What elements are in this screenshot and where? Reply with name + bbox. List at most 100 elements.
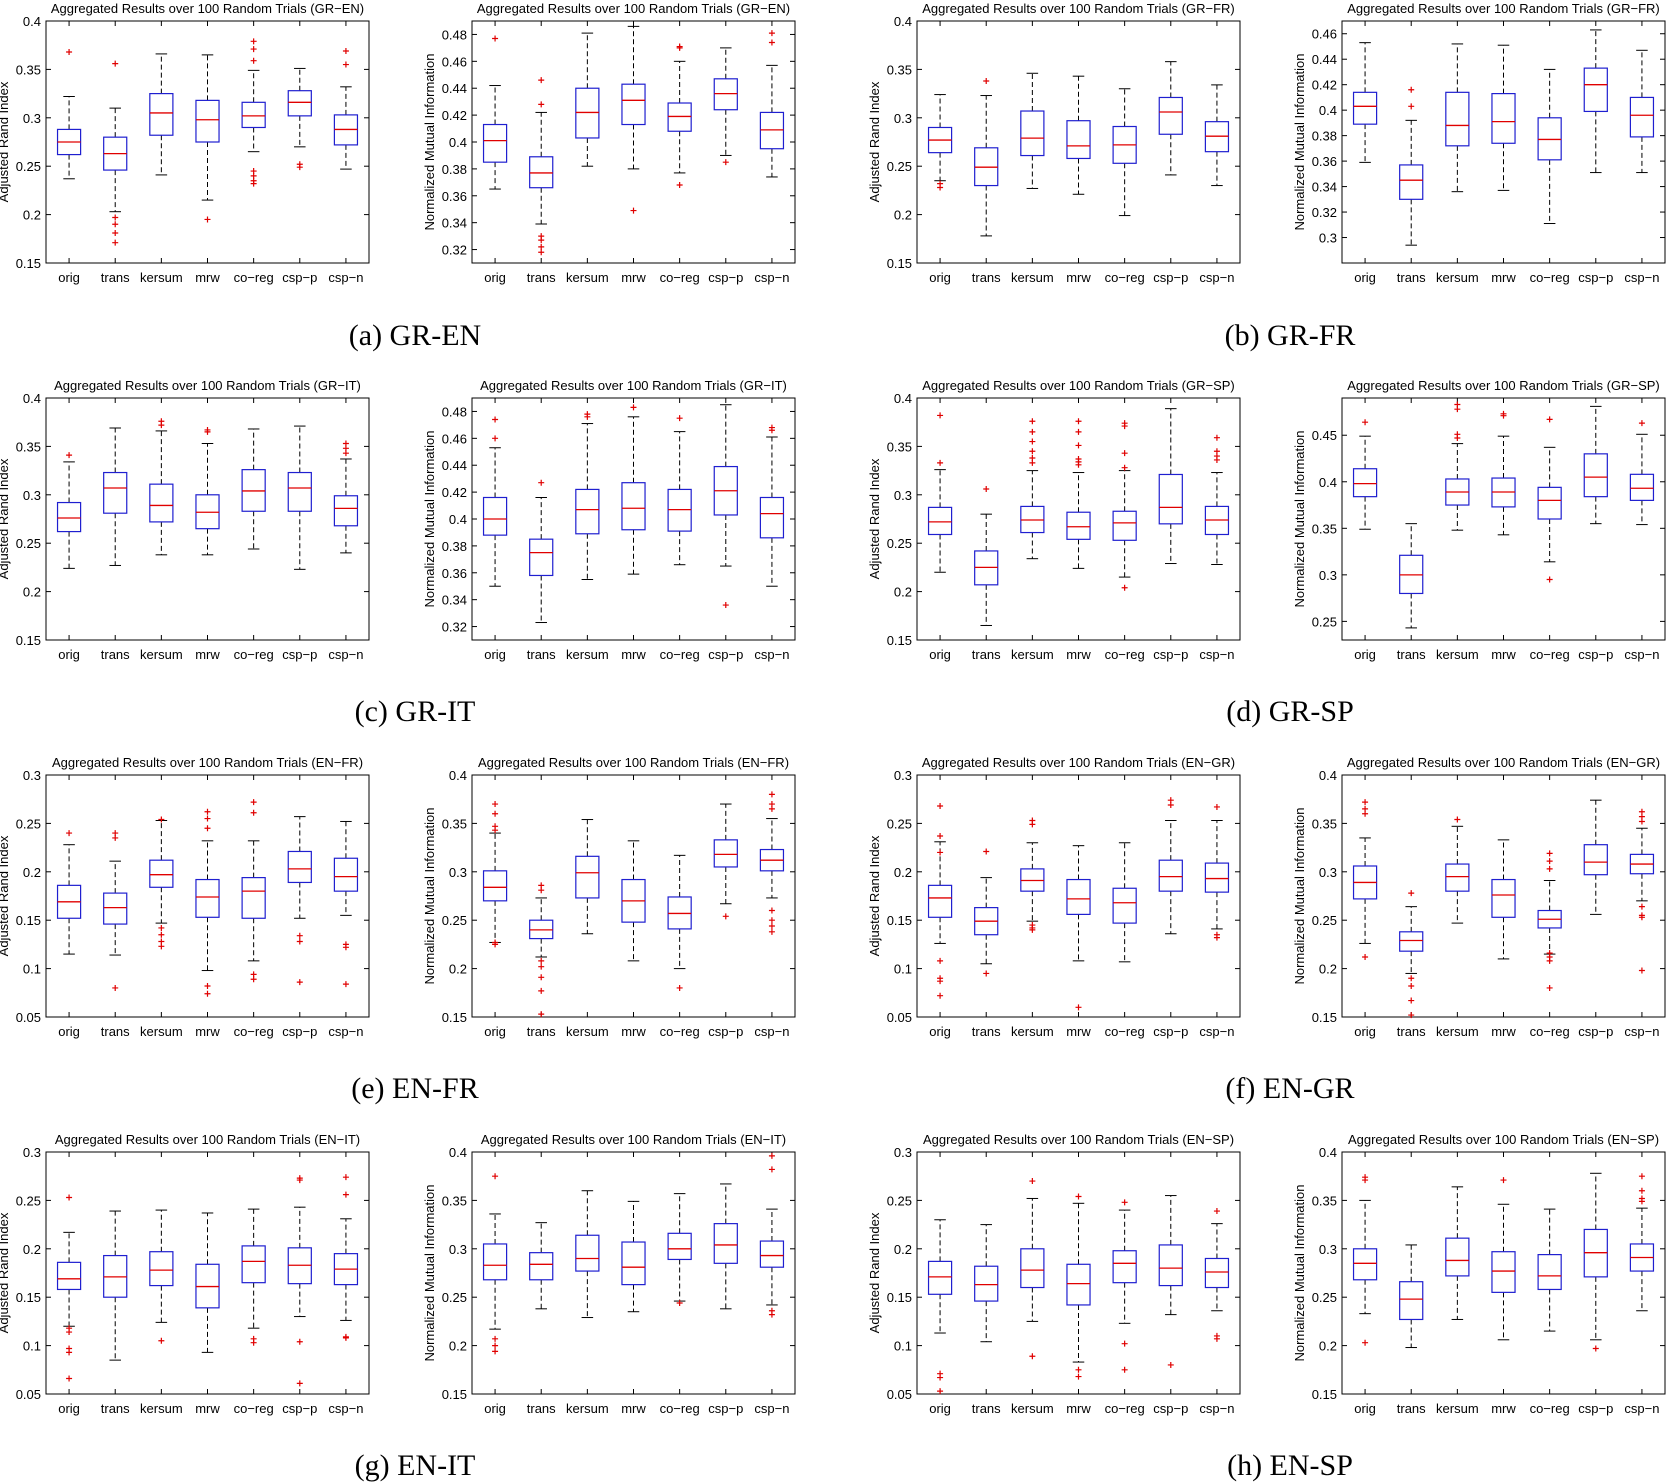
outlier-point (1408, 997, 1415, 1004)
subfigure-caption: (b) GR-FR (1225, 319, 1356, 352)
x-tick-label: co−reg (660, 647, 700, 662)
box-orig (927, 412, 953, 573)
outlier-point (538, 963, 545, 970)
x-tick-label: trans (972, 647, 1001, 662)
iqr-box (575, 488, 600, 535)
x-tick-label: mrw (195, 647, 220, 662)
outlier-point (768, 791, 775, 798)
outlier-point (66, 1194, 73, 1201)
outlier-point (492, 435, 499, 442)
y-tick-label: 0.4 (1319, 103, 1337, 118)
x-tick-label: orig (58, 270, 80, 285)
outlier-point (1121, 464, 1128, 471)
outlier-point (937, 412, 944, 419)
y-tick-label: 0.15 (16, 256, 41, 271)
x-tick-label: csp−p (282, 1401, 317, 1416)
y-tick-label: 0.38 (442, 539, 467, 554)
box-coreg (667, 1193, 692, 1307)
iqr-box (482, 123, 508, 163)
outlier-point (158, 422, 165, 429)
box-orig (1352, 419, 1378, 530)
box-orig (56, 48, 82, 180)
outlier-point (937, 849, 944, 856)
plot-frame (916, 20, 1241, 264)
iqr-box (149, 483, 174, 523)
outlier-point (342, 48, 349, 55)
y-tick-label: 0.2 (449, 1339, 467, 1354)
y-tick-label: 0.36 (442, 189, 467, 204)
y-tick-label: 0.25 (887, 1193, 912, 1208)
x-tick-label: mrw (621, 1024, 646, 1039)
chart-title: Aggregated Results over 100 Random Trial… (922, 755, 1235, 770)
x-tick-label: csp−p (1153, 1401, 1188, 1416)
x-tick-label: co−reg (1530, 1024, 1570, 1039)
outlier-point (1121, 1366, 1128, 1373)
outlier-point (1029, 1353, 1036, 1360)
chart-title: Aggregated Results over 100 Random Trial… (922, 1, 1235, 16)
box-mrw (621, 404, 646, 575)
x-tick-label: co−reg (234, 1401, 274, 1416)
iqr-box (1583, 67, 1608, 113)
x-tick-label: co−reg (234, 270, 274, 285)
outlier-point (158, 943, 165, 950)
y-tick-label: 0.3 (894, 768, 912, 783)
y-axis-label: Normalized Mutual Information (422, 53, 437, 230)
y-tick-label: 0.15 (1312, 1387, 1337, 1402)
iqr-box (56, 501, 82, 533)
y-tick-label: 0.4 (1319, 768, 1337, 783)
iqr-box (241, 877, 266, 919)
outlier-point (937, 957, 944, 964)
outlier-point (492, 827, 499, 834)
outlier-point (983, 848, 990, 855)
x-tick-label: csp−n (328, 647, 363, 662)
x-tick-label: orig (484, 1024, 506, 1039)
y-tick-label: 0.42 (442, 485, 467, 500)
outlier-point (538, 987, 545, 994)
x-tick-label: mrw (1066, 1401, 1091, 1416)
y-tick-label: 0.15 (887, 256, 912, 271)
boxplot-chart: Aggregated Results over 100 Random Trial… (867, 1, 1241, 285)
iqr-box (1352, 91, 1378, 125)
y-tick-label: 0.3 (23, 1145, 41, 1160)
chart-title: Aggregated Results over 100 Random Trial… (55, 1132, 360, 1147)
iqr-box (149, 1251, 174, 1287)
y-tick-label: 0.4 (1319, 1145, 1337, 1160)
iqr-box (1204, 862, 1230, 893)
y-tick-label: 0.25 (442, 913, 467, 928)
chart-title: Aggregated Results over 100 Random Trial… (54, 378, 361, 393)
boxplot-chart: Aggregated Results over 100 Random Trial… (422, 1, 796, 285)
box-coreg (1112, 88, 1137, 217)
box-cspp (1158, 1195, 1183, 1368)
box-mrw (1491, 839, 1516, 960)
chart-title: Aggregated Results over 100 Random Trial… (480, 378, 787, 393)
x-tick-label: orig (58, 1024, 80, 1039)
y-tick-label: 0.2 (894, 865, 912, 880)
x-tick-label: kersum (1011, 647, 1054, 662)
iqr-box (713, 839, 738, 868)
iqr-box (575, 855, 600, 899)
outlier-point (768, 923, 775, 930)
y-tick-label: 0.25 (1312, 1290, 1337, 1305)
y-tick-label: 0.35 (1312, 1193, 1337, 1208)
outlier-point (250, 809, 257, 816)
outlier-point (1362, 810, 1369, 817)
outlier-point (1638, 818, 1645, 825)
box-coreg (1112, 842, 1137, 963)
outlier-point (1546, 865, 1553, 872)
outlier-point (296, 932, 303, 939)
box-coreg (241, 428, 266, 550)
y-tick-label: 0.34 (442, 216, 467, 231)
chart-title: Aggregated Results over 100 Random Trial… (922, 378, 1235, 393)
y-tick-label: 0.2 (23, 585, 41, 600)
box-trans (1399, 86, 1424, 246)
outlier-point (768, 30, 775, 37)
y-tick-label: 0.38 (1312, 129, 1337, 144)
iqr-box (1066, 511, 1091, 540)
outlier-point (768, 1166, 775, 1173)
outlier-point (630, 404, 637, 411)
y-tick-label: 0.46 (1312, 27, 1337, 42)
outlier-point (1075, 428, 1082, 435)
box-cspn (1629, 49, 1655, 174)
outlier-point (1121, 1340, 1128, 1347)
box-trans (103, 1210, 128, 1361)
